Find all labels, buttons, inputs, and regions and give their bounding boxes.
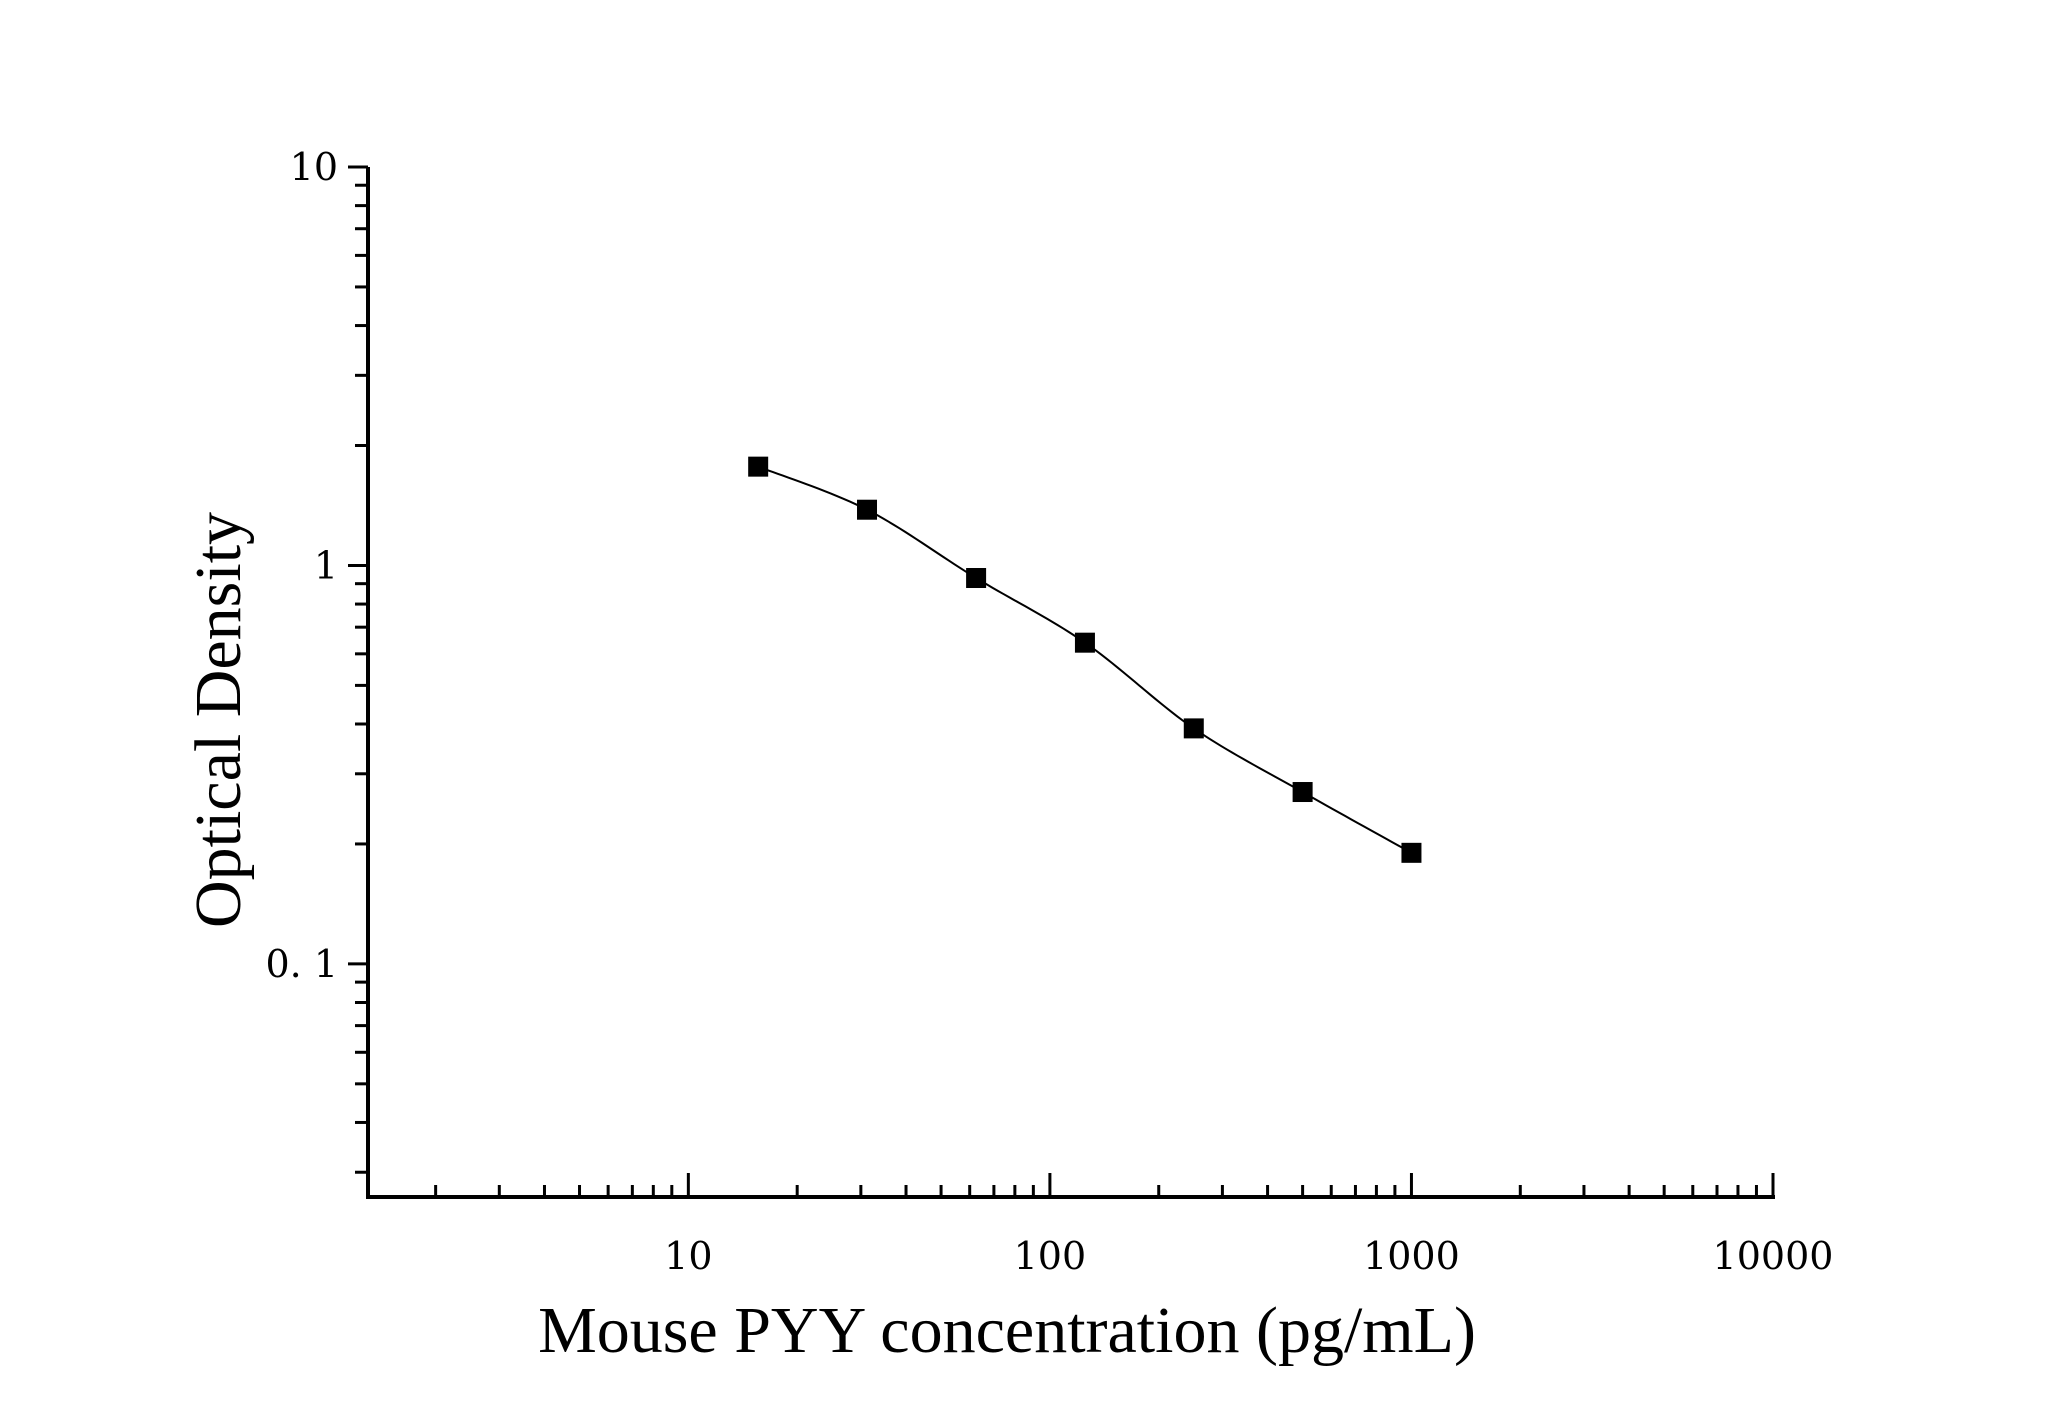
x-axis-label: Mouse PYY concentration (pg/mL) xyxy=(538,1294,1476,1367)
axes xyxy=(348,165,1775,1199)
data-point xyxy=(1074,632,1095,653)
data-point xyxy=(1292,782,1313,803)
tick-labels: 10 100 1000 10000 0. 1 1 10 xyxy=(265,145,1833,1278)
fit-curve-layer xyxy=(757,465,1412,854)
y-tick-label: 0. 1 xyxy=(265,942,338,986)
data-point xyxy=(1183,718,1204,739)
data-point xyxy=(857,499,878,520)
x-tick-label: 1000 xyxy=(1363,1234,1460,1278)
x-tick-label: 10 xyxy=(664,1234,712,1278)
data-point xyxy=(1401,842,1422,863)
x-tick-label: 10000 xyxy=(1713,1234,1834,1278)
y-axis-label: Optical Density xyxy=(182,512,255,928)
data-points xyxy=(748,456,1422,863)
y-tick-label: 1 xyxy=(314,543,338,587)
y-tick-label: 10 xyxy=(290,145,338,189)
data-point xyxy=(748,456,769,477)
x-tick-label: 100 xyxy=(1014,1234,1087,1278)
fit-curve xyxy=(757,465,1412,854)
data-point xyxy=(966,568,987,589)
